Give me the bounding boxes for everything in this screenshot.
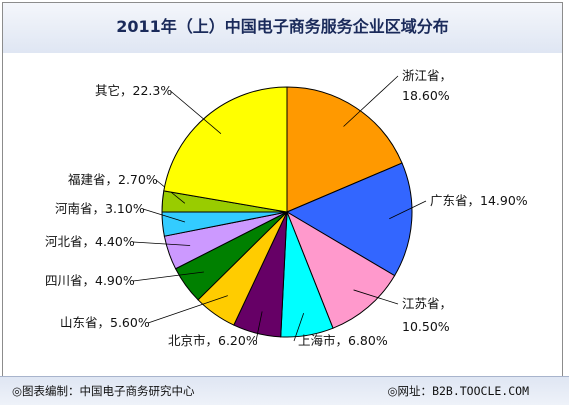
source-name: 中国电子商务研究中心 bbox=[79, 384, 195, 398]
slice-label: 浙江省， bbox=[402, 68, 452, 83]
slice-label: 福建省，2.70% bbox=[68, 172, 158, 187]
website-url: B2B.TOOCLE.COM bbox=[432, 384, 529, 398]
leader-line bbox=[147, 295, 228, 324]
slice-label: 广东省，14.90% bbox=[430, 193, 528, 208]
chart-footer: ◎图表编制：中国电子商务研究中心 ◎网址：B2B.TOOCLE.COM bbox=[0, 376, 569, 405]
source-credit: ◎图表编制：中国电子商务研究中心 bbox=[12, 383, 195, 399]
slice-label: 山东省，5.60% bbox=[60, 315, 150, 330]
chart-title: 2011年（上）中国电子商务服务企业区域分布 bbox=[116, 17, 449, 36]
pie-slice bbox=[163, 86, 288, 213]
leader-line bbox=[132, 241, 191, 246]
leader-line bbox=[142, 208, 186, 223]
slice-label: 四川省，4.90% bbox=[45, 273, 135, 288]
leader-line bbox=[170, 90, 222, 134]
website-credit: ◎网址：B2B.TOOCLE.COM bbox=[388, 383, 529, 399]
slice-label: 江苏省， bbox=[402, 296, 452, 311]
slice-label: 北京市，6.20% bbox=[168, 333, 258, 348]
slice-label: 其它，22.3% bbox=[95, 83, 172, 98]
leader-line bbox=[132, 271, 204, 282]
leader-line bbox=[389, 200, 427, 220]
leader-line bbox=[255, 311, 263, 342]
slice-label: 河南省，3.10% bbox=[55, 201, 145, 216]
slice-label: 河北省，4.40% bbox=[45, 234, 135, 249]
source-prefix: ◎图表编制： bbox=[12, 384, 80, 398]
leader-line bbox=[343, 75, 399, 127]
leader-line bbox=[293, 313, 305, 342]
pie-slice bbox=[285, 162, 413, 277]
title-band: 2011年（上）中国电子商务服务企业区域分布 bbox=[3, 3, 562, 53]
pie-slice bbox=[286, 86, 403, 213]
slice-value-label: 18.60% bbox=[402, 88, 450, 103]
slice-value-label: 10.50% bbox=[402, 319, 450, 334]
pie-slice bbox=[285, 210, 396, 329]
leader-line bbox=[353, 289, 399, 305]
website-prefix: ◎网址： bbox=[387, 384, 433, 398]
slice-label: 上海市，6.80% bbox=[298, 333, 388, 348]
